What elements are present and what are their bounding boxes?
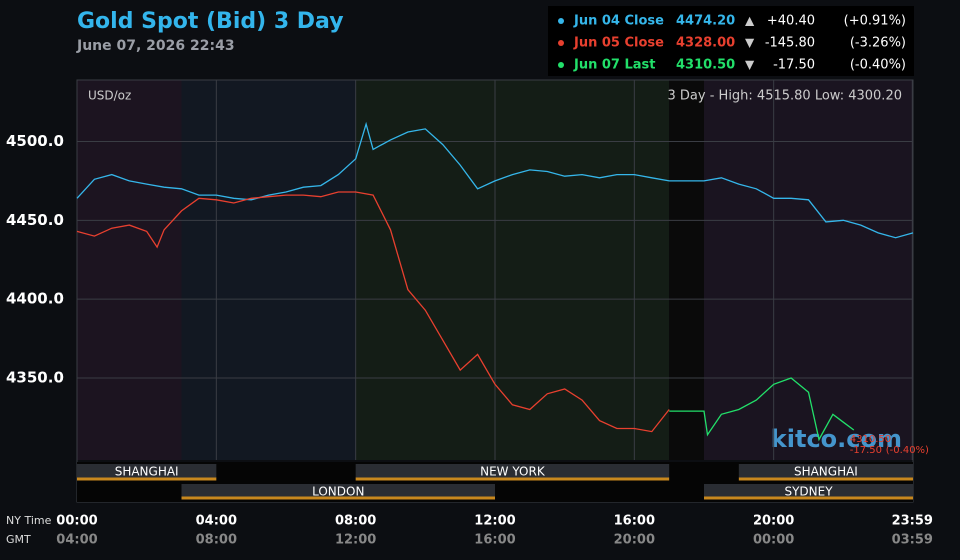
x2-tick-label: 16:00 bbox=[474, 533, 515, 548]
session-band bbox=[704, 80, 913, 460]
x2-tick-label: 04:00 bbox=[56, 533, 97, 548]
session-band bbox=[77, 80, 182, 460]
legend-change: -145.80 bbox=[765, 36, 815, 51]
legend-arrow: ▲ bbox=[745, 14, 755, 28]
x-axis-label: NY Time bbox=[6, 514, 52, 527]
legend-change: -17.50 bbox=[773, 58, 815, 73]
legend-pct: (-3.26%) bbox=[850, 36, 906, 51]
x-tick-label: 20:00 bbox=[753, 514, 794, 529]
legend-arrow: ▼ bbox=[745, 58, 755, 72]
x2-tick-label: 12:00 bbox=[335, 533, 376, 548]
x-tick-label: 23:59 bbox=[892, 514, 933, 529]
session-label-bg bbox=[704, 484, 913, 498]
price-line bbox=[76, 191, 670, 433]
legend-dot bbox=[558, 62, 564, 68]
x-tick-label: 16:00 bbox=[614, 514, 655, 529]
y-tick-label: 4400.0 bbox=[6, 290, 64, 308]
session-label: SHANGHAI bbox=[794, 465, 858, 479]
legend-name: Jun 05 Close bbox=[573, 36, 664, 51]
legend-pct: (-0.40%) bbox=[850, 58, 906, 73]
x-tick-label: 04:00 bbox=[196, 514, 237, 529]
session-label: LONDON bbox=[312, 485, 364, 499]
session-band bbox=[181, 80, 356, 460]
x2-tick-label: 08:00 bbox=[196, 533, 237, 548]
unit-label: USD/oz bbox=[88, 89, 131, 103]
legend-change: +40.40 bbox=[767, 14, 815, 29]
range-label: 3 Day - High: 4515.80 Low: 4300.20 bbox=[668, 89, 902, 104]
legend-price: 4310.50 bbox=[676, 58, 735, 73]
x2-tick-label: 03:59 bbox=[892, 533, 933, 548]
legend-name: Jun 07 Last bbox=[573, 58, 656, 73]
chart-title: Gold Spot (Bid) 3 Day bbox=[77, 9, 344, 34]
watermark: kitco.com bbox=[771, 425, 902, 453]
session-label: SHANGHAI bbox=[115, 465, 179, 479]
x-tick-label: 08:00 bbox=[335, 514, 376, 529]
price-line bbox=[669, 377, 855, 442]
chart-subtitle: June 07, 2026 22:43 bbox=[76, 38, 235, 54]
session-label-bg bbox=[738, 464, 913, 478]
session-label: SYDNEY bbox=[784, 485, 833, 499]
legend-name: Jun 04 Close bbox=[573, 14, 664, 29]
legend-price: 4328.00 bbox=[676, 36, 735, 51]
legend-dot bbox=[558, 18, 564, 24]
x2-tick-label: 20:00 bbox=[614, 533, 655, 548]
end-pct-label: (-0.40%) bbox=[886, 445, 929, 456]
x2-axis-label: GMT bbox=[6, 533, 31, 546]
session-label-bg bbox=[181, 484, 495, 498]
end-change-label: -17.50 bbox=[850, 445, 882, 456]
end-price-label: 4310.50 bbox=[850, 434, 891, 445]
legend-dot bbox=[558, 40, 564, 46]
legend-pct: (+0.91%) bbox=[844, 14, 906, 29]
y-tick-label: 4500.0 bbox=[6, 132, 64, 150]
y-tick-label: 4350.0 bbox=[6, 369, 64, 387]
x-tick-label: 00:00 bbox=[56, 514, 97, 529]
legend-box bbox=[548, 6, 914, 76]
session-label-bg bbox=[77, 464, 217, 478]
price-line bbox=[76, 121, 914, 239]
x2-tick-label: 00:00 bbox=[753, 533, 794, 548]
x-tick-label: 12:00 bbox=[474, 514, 515, 529]
session-shading bbox=[77, 80, 913, 460]
session-band bbox=[669, 80, 704, 460]
session-label-bg bbox=[355, 464, 670, 478]
session-band bbox=[355, 80, 670, 460]
y-tick-label: 4450.0 bbox=[6, 211, 64, 229]
legend-price: 4474.20 bbox=[676, 14, 735, 29]
legend-arrow: ▼ bbox=[745, 36, 755, 50]
session-label: NEW YORK bbox=[480, 465, 546, 479]
